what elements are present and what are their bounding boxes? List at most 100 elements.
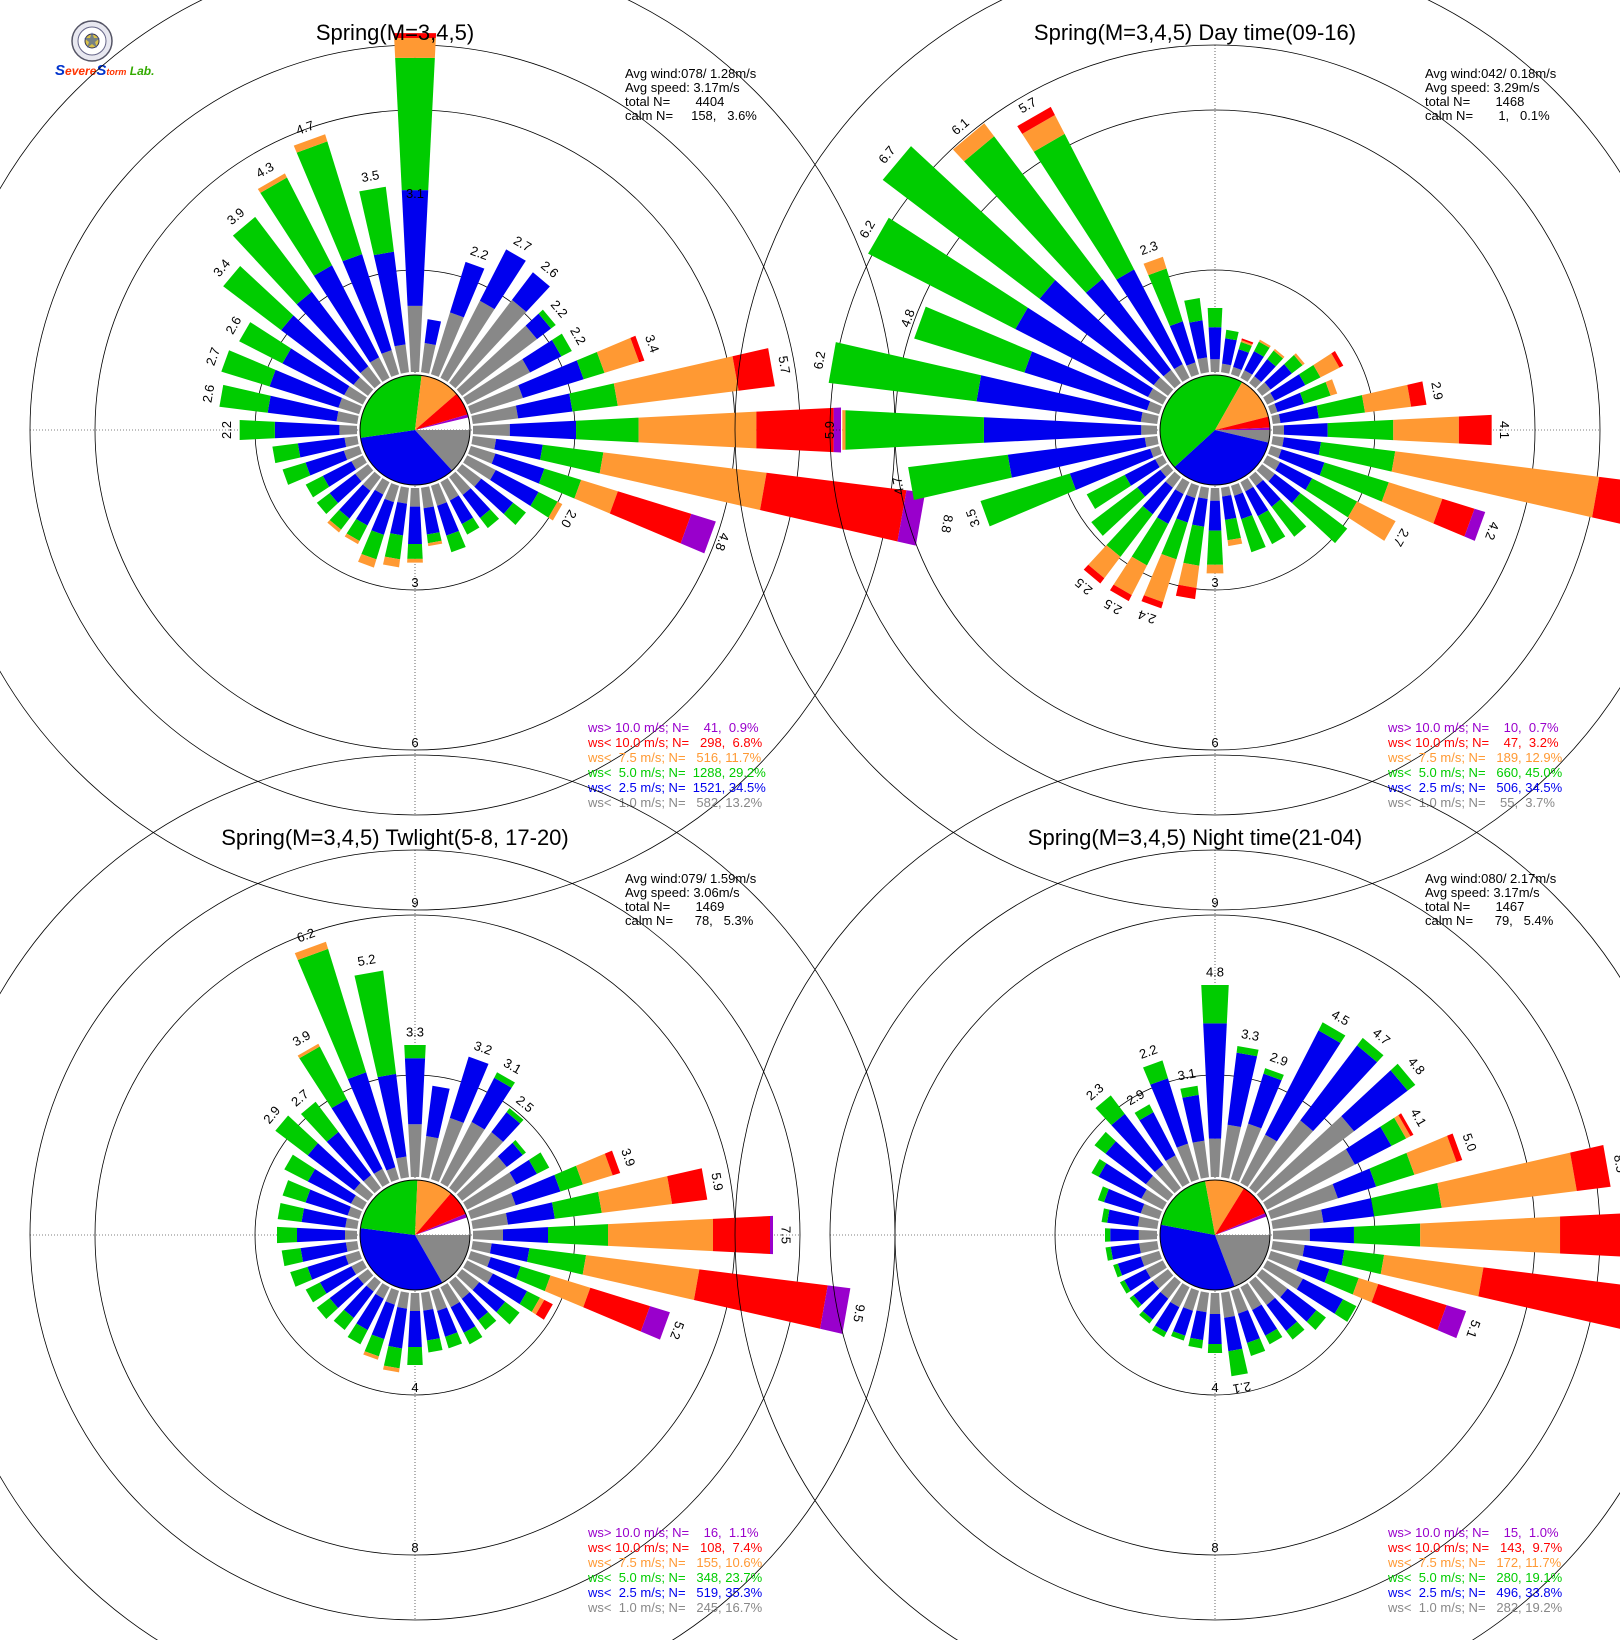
- bar-segment: [275, 1115, 318, 1156]
- bar-segment: [1143, 256, 1167, 276]
- bar-segment: [1263, 455, 1281, 471]
- bar-value-label: 2.3: [1138, 238, 1160, 258]
- bar-segment: [1357, 1037, 1384, 1063]
- bar-segment: [1220, 1291, 1235, 1318]
- bar-segment: [515, 393, 573, 419]
- bar-segment: [1234, 492, 1253, 520]
- bar-segment: [1140, 1250, 1162, 1267]
- pie-slice: [415, 430, 470, 471]
- pie-slice: [1215, 427, 1270, 430]
- direction-bar: [1256, 1269, 1326, 1330]
- bar-segment: [1220, 486, 1232, 497]
- bar-segment: [1240, 1283, 1262, 1311]
- bar-segment: [599, 452, 767, 511]
- direction-bar: [363, 1288, 400, 1360]
- direction-bar: [277, 1226, 357, 1244]
- seal-icon: [71, 20, 113, 62]
- bar-segment: [1263, 1148, 1355, 1210]
- direction-bar: [221, 350, 362, 415]
- direction-bar: [882, 146, 1174, 396]
- bar-segment: [1341, 1070, 1408, 1132]
- stats-line: calm N= 78, 5.3%: [625, 913, 754, 928]
- bar-segment: [272, 443, 301, 464]
- direction-bar: [1230, 483, 1266, 553]
- direction-bar: [914, 306, 1162, 415]
- direction-bar: [1175, 486, 1210, 600]
- direction-bar: [1271, 1240, 1620, 1337]
- bar-segment: [1171, 1331, 1186, 1341]
- bar-segment: [680, 513, 716, 554]
- bar-value-label: 3.2: [472, 1038, 494, 1058]
- bar-segment: [1406, 1135, 1457, 1175]
- logo-text: SevereStorm Lab.: [55, 62, 154, 79]
- bar-segment: [494, 438, 543, 460]
- bar-segment: [1119, 1280, 1131, 1294]
- bar-segment: [350, 1195, 367, 1210]
- bar-segment: [1398, 1113, 1414, 1137]
- bar-segment: [445, 1332, 463, 1349]
- bar-segment: [1160, 1276, 1181, 1299]
- bar-segment: [1230, 1123, 1262, 1182]
- direction-bar: [468, 445, 716, 554]
- bar-segment: [1255, 479, 1281, 507]
- bar-value-label: 5.7: [775, 355, 793, 375]
- bar-segment: [1570, 1145, 1611, 1191]
- pie-slice: [360, 1228, 443, 1290]
- pie-slice: [1215, 1213, 1267, 1235]
- bar-segment: [1186, 362, 1200, 377]
- bar-segment: [1141, 1189, 1167, 1210]
- bar-segment: [329, 1276, 364, 1309]
- bar-segment: [284, 1154, 316, 1182]
- direction-bar: [1141, 483, 1200, 609]
- bar-segment: [305, 450, 348, 476]
- bar-segment: [1302, 1244, 1345, 1266]
- legend-entry: ws> 10.0 m/s; N= 15, 1.0%: [1388, 1525, 1559, 1540]
- direction-bar: [471, 1240, 851, 1334]
- stats-line: calm N= 158, 3.6%: [625, 108, 757, 123]
- bar-segment: [503, 502, 526, 525]
- bar-segment: [882, 146, 1056, 299]
- bar-segment: [530, 491, 558, 518]
- bar-segment: [383, 1346, 403, 1369]
- bar-segment: [1183, 524, 1205, 566]
- bar-segment: [1256, 464, 1275, 482]
- legend-entry: ws< 1.0 m/s; N= 582, 13.2%: [588, 795, 763, 810]
- direction-bar: [1271, 1145, 1611, 1230]
- bar-segment: [1124, 459, 1160, 486]
- bar-segment: [1139, 1240, 1159, 1254]
- bar-segment: [1299, 364, 1321, 386]
- bar-segment: [1176, 494, 1196, 523]
- bar-segment: [344, 386, 367, 405]
- bar-segment: [316, 1298, 339, 1320]
- ring-label: 8: [411, 1540, 418, 1555]
- bar-segment: [369, 357, 390, 382]
- pie-slice: [415, 393, 468, 430]
- bar-segment: [506, 1108, 524, 1124]
- pie-border: [359, 374, 471, 486]
- bar-segment: [1198, 486, 1210, 499]
- bar-segment: [613, 356, 739, 406]
- bar-value-label: 3.5: [963, 507, 983, 529]
- direction-bar: [294, 941, 400, 1182]
- direction-bar: [842, 410, 1157, 450]
- direction-bar: [1207, 308, 1223, 372]
- bar-segment: [1147, 388, 1167, 405]
- direction-bar: [868, 217, 1167, 405]
- bar-segment: [1208, 327, 1222, 360]
- legend-entry: ws< 7.5 m/s; N= 516, 11.7%: [588, 750, 762, 765]
- bar-segment: [430, 1288, 447, 1312]
- bar-segment: [1420, 1216, 1561, 1254]
- bar-segment: [1150, 445, 1162, 458]
- direction-bar: [1083, 471, 1181, 584]
- bar-segment: [290, 1266, 313, 1287]
- bar-segment: [1478, 1267, 1620, 1337]
- bar-segment: [362, 471, 381, 491]
- bar-segment: [1245, 486, 1269, 517]
- pie-slice: [415, 1180, 451, 1235]
- bar-segment: [1391, 451, 1600, 518]
- bar-segment: [274, 421, 340, 439]
- bar-segment: [1083, 564, 1105, 584]
- bar-segment: [548, 1224, 608, 1246]
- direction-bar: [1273, 414, 1492, 446]
- bar-segment: [1394, 1115, 1411, 1139]
